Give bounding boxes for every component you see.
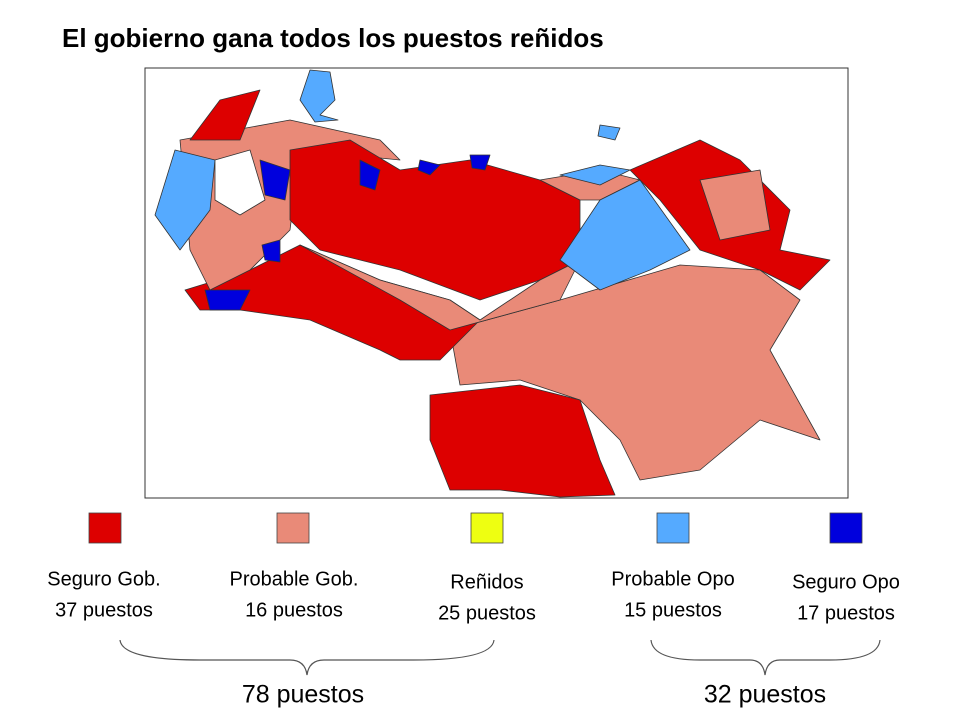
region xyxy=(359,159,381,191)
title: El gobierno gana todos los puestos reñid… xyxy=(62,23,604,53)
region xyxy=(469,154,491,171)
legend-label: Probable Gob. xyxy=(230,568,359,590)
region xyxy=(559,179,691,291)
region xyxy=(259,159,291,201)
legend-swatch xyxy=(470,512,504,544)
region xyxy=(449,264,821,481)
region xyxy=(699,169,771,241)
region xyxy=(559,164,631,186)
legend-swatch xyxy=(656,512,690,544)
brace-opo xyxy=(650,639,881,676)
region xyxy=(299,244,581,331)
region xyxy=(261,239,281,263)
legend-swatch xyxy=(829,512,863,544)
region xyxy=(189,89,261,141)
lake xyxy=(214,149,266,216)
region xyxy=(299,69,339,123)
legend-count: 16 puestos xyxy=(245,599,343,621)
region xyxy=(154,149,216,251)
legend-swatch xyxy=(276,512,310,544)
legend-count: 15 puestos xyxy=(624,599,722,621)
region xyxy=(417,159,441,176)
brace-gob xyxy=(119,639,495,676)
region xyxy=(204,289,251,311)
total-gob: 78 puestos xyxy=(242,681,364,709)
legend-count: 37 puestos xyxy=(55,599,153,621)
legend-swatch xyxy=(88,512,122,544)
legend-label: Seguro Opo xyxy=(792,571,900,593)
legend-count: 25 puestos xyxy=(438,602,536,624)
total-opo: 32 puestos xyxy=(704,681,826,709)
legend-count: 17 puestos xyxy=(797,602,895,624)
region xyxy=(429,384,616,498)
legend-label: Seguro Gob. xyxy=(47,568,160,590)
legend-label: Probable Opo xyxy=(611,568,734,590)
map xyxy=(154,69,831,498)
legend-label: Reñidos xyxy=(450,571,523,593)
region xyxy=(597,124,621,141)
